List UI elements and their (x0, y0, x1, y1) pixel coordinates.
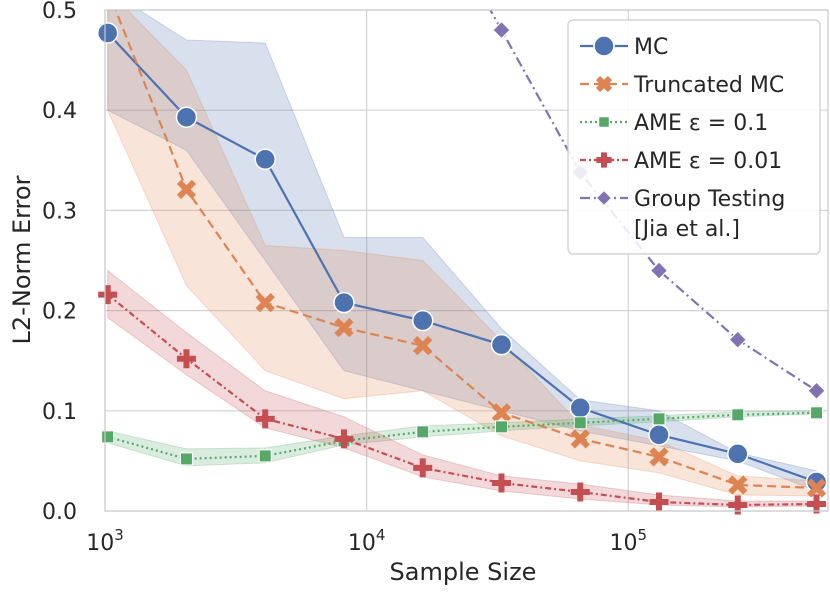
data-point (96, 22, 119, 44)
series-line (106, 32, 817, 483)
data-point (175, 106, 198, 128)
data-point (411, 309, 434, 332)
legend-marker (595, 189, 613, 207)
legend-label: AME ε = 0.01 (634, 149, 782, 174)
data-point (570, 429, 590, 449)
data-point (494, 420, 508, 434)
legend: MC Truncated MC AME ε = 0.1 AME ε = 0.01 Gro… (567, 19, 821, 255)
y-tick-label: 0.4 (42, 99, 77, 124)
data-point (98, 285, 118, 305)
legend-marker (596, 152, 612, 168)
data-point (176, 349, 196, 369)
series-line (107, 293, 817, 507)
data-point (492, 20, 511, 40)
data-point (416, 425, 430, 439)
data-point (413, 458, 433, 478)
data-point (807, 494, 827, 514)
legend-label: Group Testing (634, 187, 785, 212)
x-axis-ticks: 103 104 105 (86, 526, 647, 556)
data-point (728, 475, 748, 495)
data-point (255, 292, 275, 313)
data-point (334, 429, 354, 449)
data-point (727, 443, 749, 465)
data-point (807, 381, 826, 401)
legend-label: [Jia et al.] (634, 217, 740, 242)
y-tick-label: 0.2 (42, 300, 77, 325)
y-tick-label: 0.3 (42, 199, 77, 224)
data-point (491, 403, 512, 423)
series-markers (96, 20, 828, 515)
y-axis-ticks: 0.0 0.1 0.2 0.3 0.4 0.5 (42, 0, 77, 525)
x-tick-label: 103 (86, 526, 124, 556)
data-point (179, 452, 193, 466)
data-point (255, 409, 275, 429)
data-point (254, 148, 276, 171)
legend-marker (593, 35, 615, 57)
data-point (413, 336, 433, 356)
data-point (490, 333, 513, 356)
data-point (569, 397, 591, 419)
data-point (258, 449, 272, 463)
data-point (728, 330, 748, 350)
y-axis-label: L2-Norm Error (8, 175, 36, 344)
series-line (107, 411, 817, 461)
data-point (806, 478, 827, 498)
data-point (333, 291, 355, 314)
data-point (810, 406, 824, 420)
data-point (176, 179, 197, 199)
data-point (648, 424, 670, 446)
x-tick-base: 10 (348, 531, 376, 556)
x-tick-exponent: 5 (637, 526, 647, 544)
y-tick-label: 0.5 (42, 0, 77, 24)
x-tick-exponent: 4 (376, 526, 386, 544)
x-tick-label: 105 (609, 526, 647, 556)
y-tick-label: 0.0 (42, 500, 77, 525)
data-point (649, 447, 669, 467)
legend-box (567, 19, 821, 255)
data-point (731, 408, 745, 422)
data-point (573, 416, 587, 430)
legend-marker (598, 116, 610, 128)
data-point (570, 482, 590, 502)
legend-label: AME ε = 0.1 (634, 111, 768, 136)
x-axis-label: Sample Size (390, 558, 537, 586)
data-point (101, 430, 115, 444)
legend-label: MC (634, 35, 668, 60)
x-tick-base: 10 (86, 531, 114, 556)
x-tick-label: 104 (348, 526, 386, 556)
series-line (114, 10, 817, 490)
plot-frame (104, 9, 829, 512)
data-point (491, 473, 511, 493)
x-tick-base: 10 (609, 531, 637, 556)
data-point (649, 261, 669, 280)
data-point (334, 318, 354, 338)
data-point (649, 492, 669, 512)
y-tick-label: 0.1 (42, 400, 77, 425)
x-tick-exponent: 3 (114, 526, 124, 544)
legend-label: Truncated MC (633, 73, 784, 98)
legend-marker (595, 75, 613, 93)
data-point (652, 412, 666, 426)
